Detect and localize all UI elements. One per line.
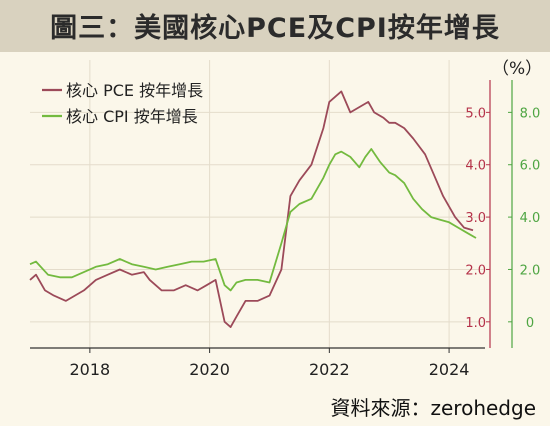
right-y-tick-label: 8.0 [520, 106, 541, 121]
series-line-cpi [29, 148, 477, 292]
x-tick-label: 2018 [70, 360, 111, 379]
title-bar: 圖三：美國核心PCE及CPI按年增長 [0, 0, 550, 52]
right-y-tick-label: 0 [526, 316, 534, 331]
x-tick-label: 2024 [429, 360, 470, 379]
x-tick-label: 2022 [309, 360, 350, 379]
line-chart: 2018 2020 2022 2024 1.0 2.0 3.0 4.0 5.0 0 2.0 4.0 6.… [29, 59, 542, 379]
unit-label: （%） [492, 59, 542, 79]
legend-label-pce: 核心 PCE 按年增長 [66, 81, 203, 100]
legend-label-cpi: 核心 CPI 按年增長 [66, 107, 198, 126]
right-y-tick-label: 4.0 [520, 211, 541, 226]
series-line-pce [29, 90, 474, 329]
source-note: 資料來源：zerohedge [330, 396, 537, 420]
x-tick-label: 2020 [189, 360, 230, 379]
left-y-tick-label: 2.0 [465, 263, 486, 278]
left-y-tick-label: 4.0 [465, 159, 486, 174]
left-y-tick-label: 1.0 [465, 316, 486, 331]
chart-title: 圖三：美國核心PCE及CPI按年增長 [50, 13, 500, 44]
right-y-tick-label: 6.0 [520, 159, 541, 174]
left-y-tick-label: 5.0 [465, 106, 486, 121]
left-y-tick-label: 3.0 [465, 211, 486, 226]
right-y-tick-label: 2.0 [520, 263, 541, 278]
